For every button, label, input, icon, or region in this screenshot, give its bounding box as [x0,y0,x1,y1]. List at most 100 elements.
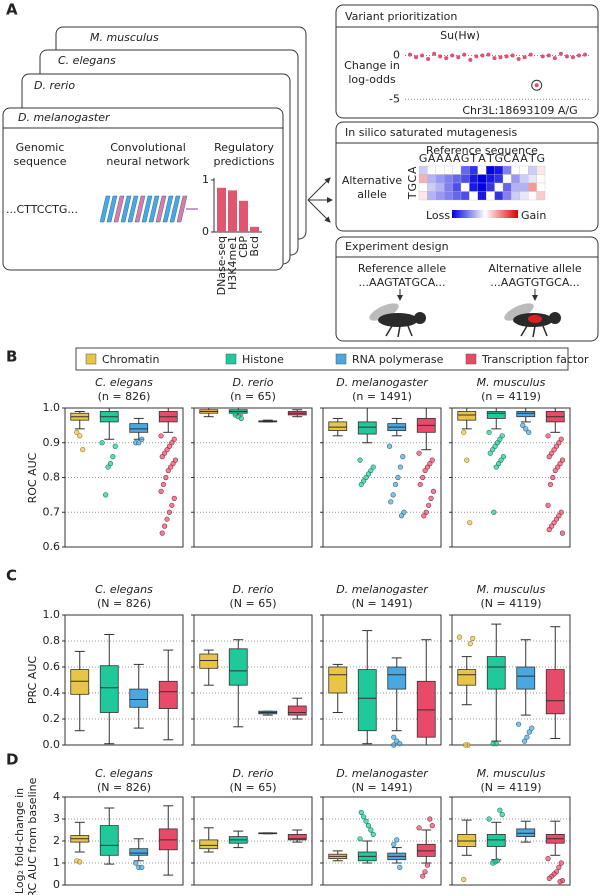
x-tick-label: H3K4me1 [226,236,239,290]
panel-subtitle: (N = 826) [97,597,151,610]
panel-title: C. elegans [95,583,153,596]
cnn-layer [176,195,188,223]
box [99,825,119,856]
heatmap-cell [452,174,462,184]
bar [217,187,226,232]
heatmap-cell [502,174,512,184]
outlier [556,440,562,446]
box [357,669,377,732]
point [522,55,527,60]
outlier [429,457,435,463]
y-tick-label: 3 [53,812,60,825]
x-tick-label: CBP [237,236,250,258]
point [408,52,412,57]
panel-title: C. elegans [95,767,153,780]
outlier [547,481,554,488]
outlier [391,734,397,740]
heatmap-cell [536,165,546,175]
legend-label: Chromatin [102,353,159,366]
outlier [162,450,168,456]
outlier [529,725,535,731]
box [129,423,149,433]
label: sequence [13,155,66,168]
outlier [549,450,555,456]
box-title: Experiment design [345,240,449,253]
y-tick-label: 0.0 [43,738,61,751]
sequence-letter: G [461,152,470,165]
heatmap-cell [460,174,470,184]
outlier [172,457,179,463]
box [457,411,477,421]
sequence-letter: A [445,152,453,165]
outlier [416,450,422,456]
row-label: A [406,166,419,174]
axis-label: Alternative [342,174,403,187]
legend-label: Loss [426,209,450,222]
box [545,669,565,715]
outlier [158,488,164,495]
outlier [171,436,177,442]
heatmap-cell [486,165,495,175]
legend-label: RNA polymerase [352,353,444,366]
outlier [397,464,403,470]
outlier [552,467,558,474]
heatmap-cell [435,191,445,201]
outlier [400,454,406,460]
y-tick-label: 1.0 [43,401,61,414]
box [416,680,436,738]
heatmap-cell [502,191,512,201]
outlier [110,454,116,460]
plot-frame [64,614,184,746]
panel-subtitle: (N = 4119) [480,597,541,610]
heatmap-cell [536,191,546,201]
outlier [499,811,505,818]
outlier [365,822,372,829]
panel-subtitle: (N = 65) [229,597,276,610]
outlier [553,443,560,449]
panel-title: D. melanogaster [336,376,429,389]
outlier [397,864,403,871]
heatmap-cell [477,174,487,184]
outlier [556,864,562,871]
box [387,666,407,690]
point [414,55,419,60]
sequence-letter: A [512,152,520,165]
outlier [492,443,498,449]
outlier [546,454,552,460]
heatmap-cell [452,191,462,201]
point [552,56,557,61]
outlier [388,499,394,505]
outlier [559,457,566,463]
outlier [523,426,529,432]
outlier [80,447,86,453]
heatmap-cell [528,191,537,201]
y-tick-label: 0 [53,878,60,891]
outlier [370,831,376,838]
legend-label: Histone [242,353,284,366]
panel-label: A [6,1,18,19]
heatmap-cell [519,182,529,192]
box [199,839,219,850]
heatmap-cell [460,165,470,175]
outlier [103,492,109,498]
outlier [424,862,431,868]
outlier [164,447,170,453]
y-tick-label: 0.8 [43,471,61,484]
sequence-letter: T [486,152,494,165]
outlier [428,495,434,501]
fly [369,303,426,338]
outlier [546,875,552,882]
sequence-letter: T [528,152,536,165]
point [486,52,491,57]
outlier [500,454,507,460]
outlier [553,516,560,522]
y-tick-label: 0.2 [43,712,61,725]
plot-frame [322,407,442,548]
highlight [531,79,543,91]
axis-label: Change in [344,59,400,72]
heatmap-cell [477,165,487,175]
outlier [398,513,405,519]
cnn-layer [120,195,132,223]
heatmap-cell [511,191,520,201]
axis-label: log-odds [348,73,396,86]
